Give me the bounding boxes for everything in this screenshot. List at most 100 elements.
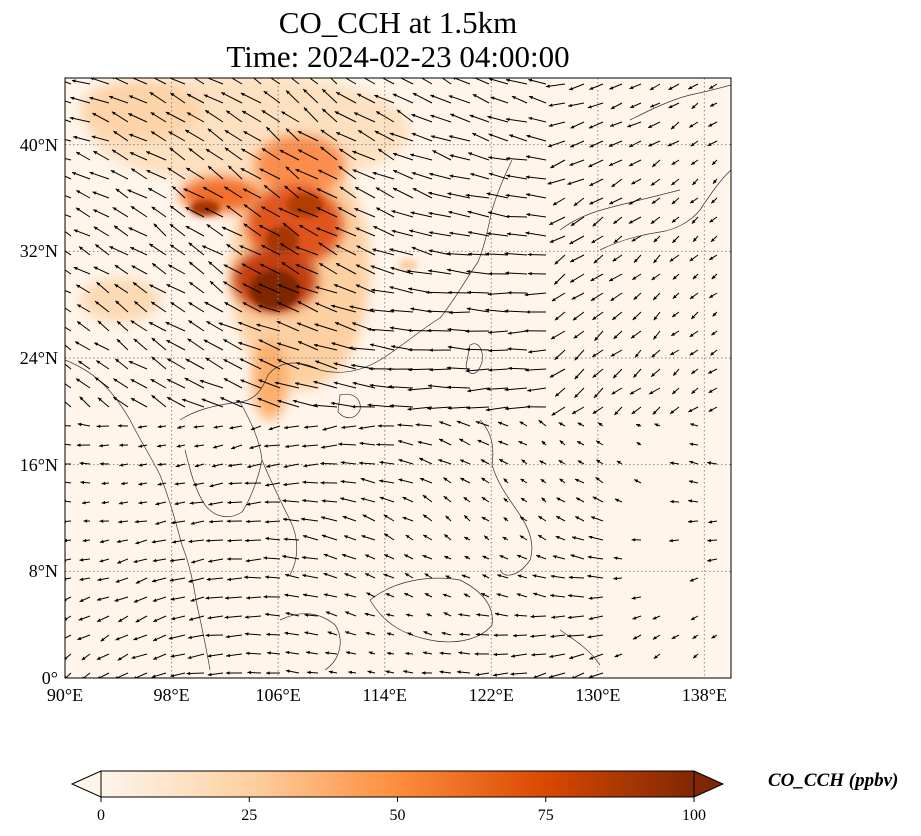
wind-vector-head	[261, 148, 266, 152]
wind-vector-head	[151, 337, 156, 342]
wind-vector-head	[467, 290, 471, 295]
wind-vector-head	[458, 651, 463, 655]
colorbar-min-extend	[70, 770, 102, 798]
wind-vector	[335, 244, 357, 256]
wind-vector-head	[112, 149, 116, 154]
wind-vector-head	[511, 654, 515, 658]
wind-vector-head	[450, 113, 455, 117]
wind-vector-head	[60, 398, 64, 402]
wind-vector-head	[386, 613, 390, 617]
wind-vector-head	[135, 580, 140, 584]
wind-vector-head	[442, 593, 447, 597]
wind-vector-head	[131, 168, 136, 172]
wind-vector-head	[72, 172, 76, 176]
wind-vector-head	[151, 395, 156, 399]
wind-vector	[113, 78, 129, 85]
wind-vector-head	[152, 598, 157, 602]
wind-vector-head	[577, 441, 581, 445]
wind-vector-head	[374, 131, 379, 135]
wind-vector-head	[531, 653, 535, 657]
wind-vector-head	[555, 392, 560, 397]
wind-vector	[65, 401, 72, 408]
wind-vector	[237, 321, 262, 332]
wind-vector-head	[379, 460, 384, 465]
wind-vector-head	[411, 114, 416, 118]
wind-vector-head	[509, 134, 514, 138]
wind-vector-head	[146, 151, 151, 155]
wind-vector-head	[591, 516, 595, 520]
wind-vector	[428, 231, 452, 237]
wind-vector-head	[283, 537, 288, 541]
wind-vector-head	[592, 374, 597, 378]
wind-vector-head	[652, 410, 657, 415]
wind-vector-head	[482, 574, 487, 578]
wind-vector-head	[59, 227, 63, 231]
wind-vector-head	[80, 480, 85, 485]
wind-vector-head	[167, 358, 171, 362]
wind-vector-head	[426, 309, 431, 313]
wind-vector-head	[167, 379, 171, 383]
wind-vector-head	[355, 284, 360, 288]
wind-vector-head	[448, 290, 452, 295]
wind-vector-head	[208, 166, 212, 170]
wind-vector-head	[419, 458, 424, 462]
wind-vector-head	[447, 385, 451, 389]
wind-vector-head	[265, 612, 269, 617]
wind-vector-head	[243, 131, 248, 135]
wind-vector-head	[588, 596, 593, 600]
wind-vector-head	[201, 398, 206, 402]
wind-vector-head	[588, 616, 593, 621]
wind-vector-head	[240, 168, 245, 172]
wind-vector-head	[652, 163, 656, 167]
wind-vector	[426, 310, 452, 313]
wind-vector-head	[448, 210, 453, 215]
wind-vector-head	[245, 559, 250, 563]
wind-vector-head	[286, 90, 290, 95]
wind-vector-head	[228, 463, 232, 468]
wind-vector-head	[119, 443, 123, 447]
wind-vector-head	[304, 613, 309, 617]
wind-vector	[65, 269, 72, 275]
wind-vector-head	[592, 316, 597, 320]
wind-vector-head	[548, 143, 552, 148]
wind-vector-head	[427, 384, 432, 388]
wind-vector	[261, 147, 281, 161]
wind-vector-head	[548, 103, 553, 107]
wind-vector-head	[588, 125, 593, 129]
wind-vector	[241, 263, 262, 275]
wind-vector-head	[243, 188, 247, 192]
wind-vector-head	[338, 166, 343, 170]
wind-vector	[274, 381, 300, 389]
wind-vector	[240, 379, 262, 389]
wind-vector-head	[112, 207, 117, 211]
wind-vector-head	[190, 521, 195, 525]
wind-vector	[485, 253, 509, 256]
wind-vector-head	[302, 593, 307, 597]
wind-vector	[65, 119, 72, 123]
wind-vector-head	[559, 440, 564, 445]
wind-vector	[65, 307, 72, 313]
wind-vector-head	[185, 359, 190, 363]
wind-vector	[344, 78, 357, 85]
wind-vector	[411, 132, 433, 142]
wind-vector-head	[711, 634, 716, 639]
wind-vector-head	[116, 539, 121, 544]
wind-vector-head	[569, 655, 574, 660]
wind-vector	[279, 149, 300, 161]
wind-vector-head	[468, 252, 472, 256]
wind-vector-head	[135, 618, 140, 623]
wind-vector-head	[169, 147, 174, 152]
wind-vector-head	[93, 266, 98, 270]
wind-vector-head	[188, 242, 193, 247]
wind-vector-head	[593, 259, 598, 264]
wind-vector-head	[359, 461, 363, 465]
wind-vector-head	[157, 482, 162, 486]
wind-vector	[65, 214, 72, 218]
wind-vector-head	[128, 227, 133, 231]
wind-vector-head	[56, 116, 60, 119]
wind-vector-head	[587, 555, 592, 559]
wind-vector-head	[526, 310, 530, 314]
wind-vector	[348, 347, 376, 351]
wind-vector-head	[671, 635, 676, 639]
wind-vector-head	[60, 480, 64, 484]
